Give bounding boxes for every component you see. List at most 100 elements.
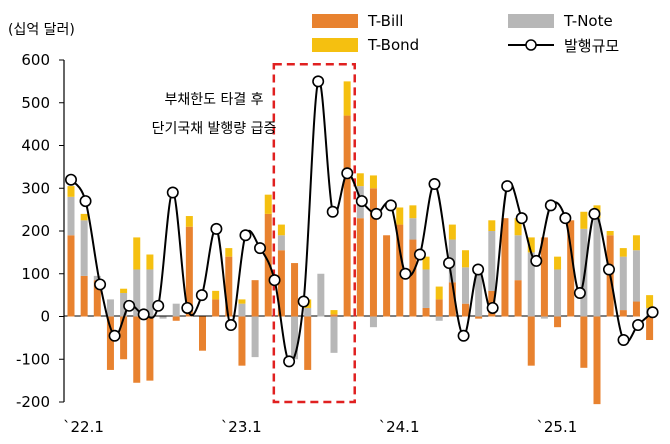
x-axis-labels: `22.1 `23.1 `24.1 `25.1 — [63, 418, 577, 436]
issuance-point — [137, 308, 150, 321]
x-tick-label: `23.1 — [221, 418, 262, 436]
bar-t-bond — [264, 194, 272, 214]
issuance-point — [79, 195, 92, 208]
bar-t-note — [277, 235, 285, 251]
bar-t-bill — [291, 263, 299, 317]
issuance-point — [617, 334, 630, 347]
bar-t-bill — [356, 218, 364, 317]
bar-t-bond — [212, 290, 220, 300]
legend-swatch-t-bill — [312, 14, 358, 28]
bar-t-bill — [146, 316, 154, 381]
issuance-point — [602, 263, 615, 276]
bar-t-note — [317, 273, 325, 317]
bar-t-bond — [133, 237, 141, 270]
bar-t-bill — [264, 213, 272, 317]
issuance-point — [65, 173, 78, 186]
bar-t-bill — [462, 303, 469, 317]
bar-t-bond — [185, 216, 193, 227]
issuance-point — [530, 254, 543, 267]
bar-t-bill — [448, 282, 456, 317]
bar-t-bond — [67, 186, 75, 197]
bar-t-bill — [330, 314, 338, 317]
bar-t-bill — [80, 275, 88, 317]
issuance-point — [166, 186, 179, 199]
legend-label-t-bond: T-Bond — [367, 36, 419, 54]
bar-t-note — [488, 231, 496, 291]
issuance-point — [472, 263, 485, 276]
legend-label-issuance: 발행규모 — [564, 37, 619, 55]
bar-t-bill — [251, 280, 259, 317]
issuance-point — [312, 75, 325, 88]
bar-t-bill — [501, 218, 509, 317]
y-tick-label: 500 — [21, 94, 50, 112]
issuance-point — [486, 301, 499, 314]
bar-t-note — [462, 267, 469, 304]
legend-marker-issuance — [525, 39, 537, 51]
legend-swatch-t-note — [508, 14, 554, 28]
bar-t-bill — [120, 316, 128, 360]
bar-t-note — [67, 196, 75, 236]
bar-t-bill — [343, 115, 351, 317]
issuance-point — [254, 242, 267, 255]
bar-t-bill — [199, 316, 206, 351]
issuance-point — [384, 199, 397, 212]
stacked-bars — [67, 81, 654, 405]
bar-t-bill — [422, 307, 430, 317]
x-tick-label: `24.1 — [379, 418, 420, 436]
bar-t-bill — [212, 299, 220, 317]
issuance-point — [268, 274, 281, 287]
bar-t-bond — [619, 248, 627, 257]
bar-t-bond — [606, 231, 614, 236]
issuance-point — [283, 355, 296, 368]
bar-t-bond — [238, 299, 246, 304]
bar-t-note — [133, 269, 141, 317]
bar-t-bill — [172, 316, 180, 321]
annotation-line-1: 부채한도 타결 후 — [164, 92, 263, 108]
bar-t-bill — [527, 316, 535, 366]
issuance-point — [559, 212, 572, 225]
bar-t-bond — [146, 254, 154, 270]
bar-t-note — [527, 252, 535, 317]
legend-swatch-t-bond — [312, 38, 358, 52]
issuance-point — [370, 207, 383, 220]
bar-t-bill — [185, 226, 193, 317]
bar-t-bond — [527, 237, 535, 253]
bar-t-bill — [619, 310, 627, 317]
bar-t-note — [593, 218, 601, 317]
bar-t-note — [475, 271, 483, 317]
y-axis-unit-label: (십억 달러) — [8, 22, 75, 38]
bar-t-bill — [475, 316, 483, 319]
bar-t-bill — [435, 299, 443, 317]
bar-t-bond — [435, 286, 443, 300]
y-tick-label: -100 — [16, 350, 50, 368]
bar-t-bond — [422, 256, 430, 270]
bar-t-bond — [330, 310, 338, 315]
bar-t-bill — [646, 316, 654, 341]
issuance-point — [544, 199, 557, 212]
issuance-point — [94, 278, 107, 291]
issuance-point — [341, 167, 354, 180]
issuance-point — [646, 306, 659, 319]
bar-t-bill — [514, 280, 522, 317]
bar-t-bond — [646, 295, 654, 308]
x-tick-label: `22.1 — [63, 418, 104, 436]
bar-t-bond — [369, 175, 377, 189]
issuance-point — [108, 329, 121, 342]
bar-t-bill — [396, 224, 404, 317]
bar-t-bond — [120, 288, 128, 293]
bar-t-bond — [409, 205, 417, 219]
bar-t-note — [93, 275, 101, 281]
bar-t-bill — [238, 316, 246, 366]
bar-t-bill — [567, 220, 575, 317]
bar-t-bond — [277, 224, 285, 236]
issuance-point — [399, 267, 412, 280]
issuance-point — [515, 212, 528, 225]
bar-t-bill — [580, 316, 588, 368]
bar-t-bill — [225, 256, 233, 317]
legend: T-Bill T-Note T-Bond 발행규모 — [312, 12, 619, 55]
y-axis-ticks: -200 -100 0 100 200 300 400 500 600 — [16, 51, 64, 411]
bar-t-bill — [554, 316, 562, 328]
bar-t-bond — [80, 213, 88, 221]
y-tick-label: 200 — [21, 222, 50, 240]
issuance-point — [632, 319, 645, 332]
